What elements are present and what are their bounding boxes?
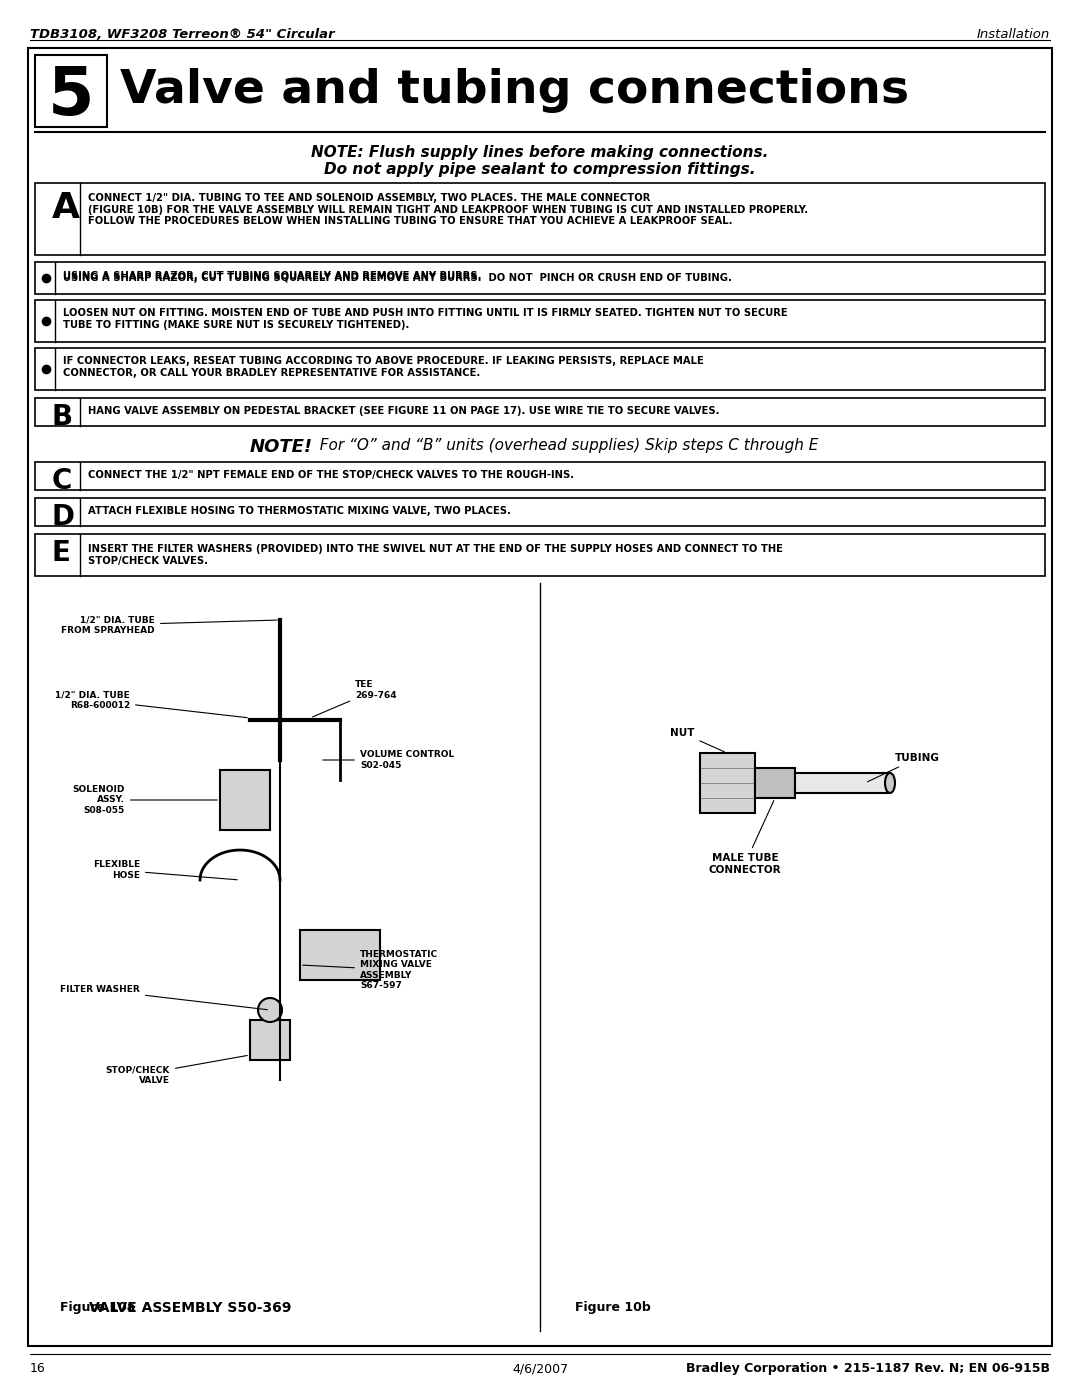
Bar xyxy=(300,930,380,981)
Text: 1/2" DIA. TUBE
FROM SPRAYHEAD: 1/2" DIA. TUBE FROM SPRAYHEAD xyxy=(62,615,278,634)
Ellipse shape xyxy=(885,773,895,793)
Text: VALVE ASSEMBLY S50-369: VALVE ASSEMBLY S50-369 xyxy=(89,1301,292,1315)
Text: D: D xyxy=(52,503,75,531)
Bar xyxy=(35,263,1045,293)
Text: NUT: NUT xyxy=(670,728,725,752)
Text: USING A SHARP RAZOR, CUT TUBING SQUARELY AND REMOVE ANY BURRS.  DO NOT  PINCH OR: USING A SHARP RAZOR, CUT TUBING SQUARELY… xyxy=(63,272,732,284)
Text: A: A xyxy=(52,191,80,225)
Text: FLEXIBLE
HOSE: FLEXIBLE HOSE xyxy=(93,861,238,880)
Text: For “O” and “B” units (overhead supplies) Skip steps C through E: For “O” and “B” units (overhead supplies… xyxy=(310,439,819,453)
Text: Bradley Corporation • 215-1187 Rev. N; EN 06-915B: Bradley Corporation • 215-1187 Rev. N; E… xyxy=(686,1362,1050,1375)
Text: 16: 16 xyxy=(30,1362,45,1375)
Text: HANG VALVE ASSEMBLY ON PEDESTAL BRACKET (SEE FIGURE 11 ON PAGE 17). USE WIRE TIE: HANG VALVE ASSEMBLY ON PEDESTAL BRACKET … xyxy=(87,407,719,416)
Text: LOOSEN NUT ON FITTING. MOISTEN END OF TUBE AND PUSH INTO FITTING UNTIL IT IS FIR: LOOSEN NUT ON FITTING. MOISTEN END OF TU… xyxy=(63,307,787,330)
Text: NOTE: Flush supply lines before making connections.: NOTE: Flush supply lines before making c… xyxy=(311,145,769,161)
Text: TUBING: TUBING xyxy=(867,753,940,782)
Bar xyxy=(35,348,1045,390)
Text: Figure 10a: Figure 10a xyxy=(60,1301,135,1315)
Text: C: C xyxy=(52,467,72,495)
Bar xyxy=(35,398,1045,426)
Bar xyxy=(35,183,1045,256)
Text: 4/6/2007: 4/6/2007 xyxy=(512,1362,568,1375)
Bar xyxy=(35,300,1045,342)
Bar xyxy=(35,54,107,127)
Text: TEE
269-764: TEE 269-764 xyxy=(312,680,396,717)
Bar xyxy=(700,753,755,813)
Text: THERMOSTATIC
MIXING VALVE
ASSEMBLY
S67-597: THERMOSTATIC MIXING VALVE ASSEMBLY S67-5… xyxy=(302,950,438,990)
Text: Figure 10b: Figure 10b xyxy=(575,1301,651,1315)
Bar xyxy=(795,773,890,793)
Text: MALE TUBE
CONNECTOR: MALE TUBE CONNECTOR xyxy=(708,800,781,875)
Circle shape xyxy=(258,997,282,1023)
Text: Valve and tubing connections: Valve and tubing connections xyxy=(120,68,909,113)
Text: Installation: Installation xyxy=(976,28,1050,41)
Text: FILTER WASHER: FILTER WASHER xyxy=(60,985,267,1010)
Text: IF CONNECTOR LEAKS, RESEAT TUBING ACCORDING TO ABOVE PROCEDURE. IF LEAKING PERSI: IF CONNECTOR LEAKS, RESEAT TUBING ACCORD… xyxy=(63,356,704,377)
Text: VOLUME CONTROL
S02-045: VOLUME CONTROL S02-045 xyxy=(323,750,455,770)
Text: NOTE!: NOTE! xyxy=(249,439,313,455)
Text: USING A SHARP RAZOR, CUT TUBING SQUARELY AND REMOVE ANY BURRS.: USING A SHARP RAZOR, CUT TUBING SQUARELY… xyxy=(63,271,485,281)
Text: 1/2" DIA. TUBE
R68-600012: 1/2" DIA. TUBE R68-600012 xyxy=(55,690,247,718)
Text: CONNECT THE 1/2" NPT FEMALE END OF THE STOP/CHECK VALVES TO THE ROUGH-INS.: CONNECT THE 1/2" NPT FEMALE END OF THE S… xyxy=(87,469,575,481)
Bar xyxy=(35,534,1045,576)
Bar xyxy=(755,768,795,798)
Text: E: E xyxy=(52,539,71,567)
Bar xyxy=(35,462,1045,490)
Text: ATTACH FLEXIBLE HOSING TO THERMOSTATIC MIXING VALVE, TWO PLACES.: ATTACH FLEXIBLE HOSING TO THERMOSTATIC M… xyxy=(87,506,511,515)
Text: B: B xyxy=(52,402,73,432)
Text: STOP/CHECK
VALVE: STOP/CHECK VALVE xyxy=(106,1056,247,1084)
Text: SOLENOID
ASSY.
S08-055: SOLENOID ASSY. S08-055 xyxy=(72,785,217,814)
Bar xyxy=(35,497,1045,527)
Text: CONNECT 1/2" DIA. TUBING TO TEE AND SOLENOID ASSEMBLY, TWO PLACES. THE MALE CONN: CONNECT 1/2" DIA. TUBING TO TEE AND SOLE… xyxy=(87,193,808,226)
Bar xyxy=(220,770,270,830)
Text: TDB3108, WF3208 Terreon® 54" Circular: TDB3108, WF3208 Terreon® 54" Circular xyxy=(30,28,335,41)
Text: 5: 5 xyxy=(48,63,94,129)
Bar xyxy=(249,1020,291,1060)
Text: INSERT THE FILTER WASHERS (PROVIDED) INTO THE SWIVEL NUT AT THE END OF THE SUPPL: INSERT THE FILTER WASHERS (PROVIDED) INT… xyxy=(87,543,783,566)
Text: Do not apply pipe sealant to compression fittings.: Do not apply pipe sealant to compression… xyxy=(324,162,756,177)
